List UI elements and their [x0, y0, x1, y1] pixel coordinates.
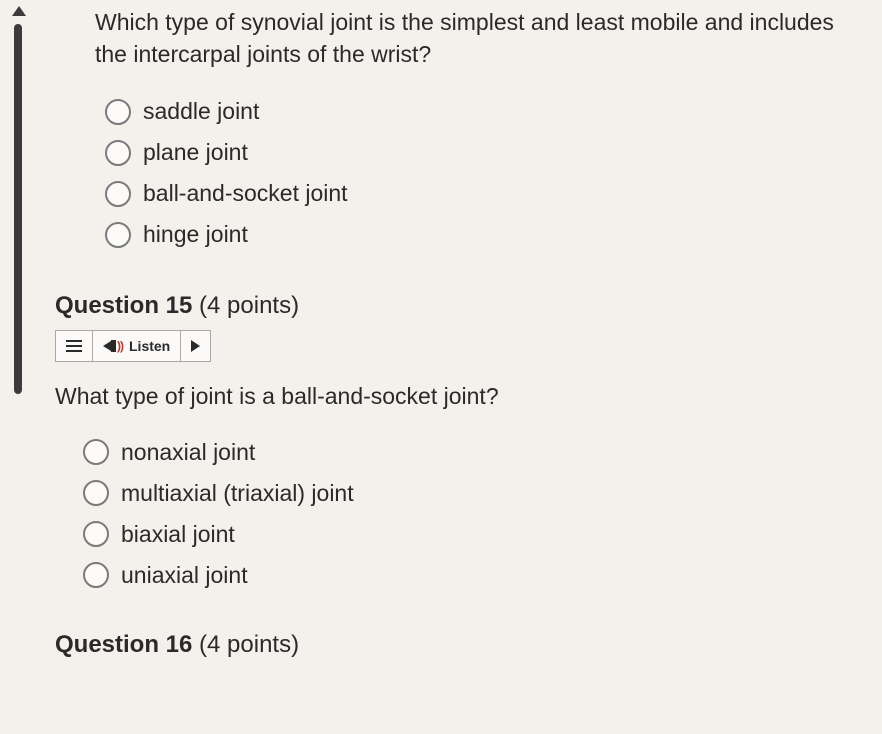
- question15-header: Question 15 (4 points): [55, 292, 872, 320]
- question14-prompt: Which type of synovial joint is the simp…: [55, 6, 872, 70]
- question-number: Question 15: [55, 292, 192, 319]
- q14-option-plane[interactable]: plane joint: [105, 139, 872, 166]
- q14-option-hinge[interactable]: hinge joint: [105, 221, 872, 248]
- radio-icon: [105, 181, 131, 207]
- radio-icon: [105, 99, 131, 125]
- question16-header: Question 16 (4 points): [55, 631, 872, 659]
- option-label: uniaxial joint: [121, 562, 248, 589]
- listen-button[interactable]: )) Listen: [93, 331, 181, 361]
- question15-prompt: What type of joint is a ball-and-socket …: [55, 380, 872, 412]
- scroll-up-button[interactable]: [12, 6, 26, 16]
- q15-option-biaxial[interactable]: biaxial joint: [83, 521, 872, 548]
- q15-option-nonaxial[interactable]: nonaxial joint: [83, 439, 872, 466]
- question15-options: nonaxial joint multiaxial (triaxial) joi…: [55, 439, 872, 589]
- radio-icon: [83, 562, 109, 588]
- radio-icon: [83, 480, 109, 506]
- hamburger-icon: [66, 340, 82, 352]
- question-points: (4 points): [199, 292, 299, 319]
- play-button[interactable]: [181, 331, 210, 361]
- quiz-content: Which type of synovial joint is the simp…: [55, 0, 872, 669]
- play-icon: [191, 340, 200, 352]
- option-label: multiaxial (triaxial) joint: [121, 480, 354, 507]
- radio-icon: [83, 439, 109, 465]
- toolbar-menu-button[interactable]: [56, 331, 93, 361]
- option-label: ball-and-socket joint: [143, 180, 348, 207]
- question-points: (4 points): [199, 631, 299, 658]
- radio-icon: [83, 521, 109, 547]
- option-label: biaxial joint: [121, 521, 235, 548]
- q15-option-multiaxial[interactable]: multiaxial (triaxial) joint: [83, 480, 872, 507]
- option-label: hinge joint: [143, 221, 248, 248]
- question-number: Question 16: [55, 631, 192, 658]
- option-label: plane joint: [143, 139, 248, 166]
- q15-option-uniaxial[interactable]: uniaxial joint: [83, 562, 872, 589]
- listen-label: Listen: [129, 338, 170, 354]
- radio-icon: [105, 222, 131, 248]
- question14-options: saddle joint plane joint ball-and-socket…: [55, 98, 872, 248]
- sound-waves-icon: )): [117, 339, 123, 353]
- question15-toolbar: )) Listen: [55, 330, 211, 362]
- speaker-icon: [103, 341, 111, 351]
- scrollbar-thumb[interactable]: [14, 24, 22, 394]
- radio-icon: [105, 140, 131, 166]
- q14-option-ball-and-socket[interactable]: ball-and-socket joint: [105, 180, 872, 207]
- option-label: nonaxial joint: [121, 439, 255, 466]
- q14-option-saddle[interactable]: saddle joint: [105, 98, 872, 125]
- option-label: saddle joint: [143, 98, 259, 125]
